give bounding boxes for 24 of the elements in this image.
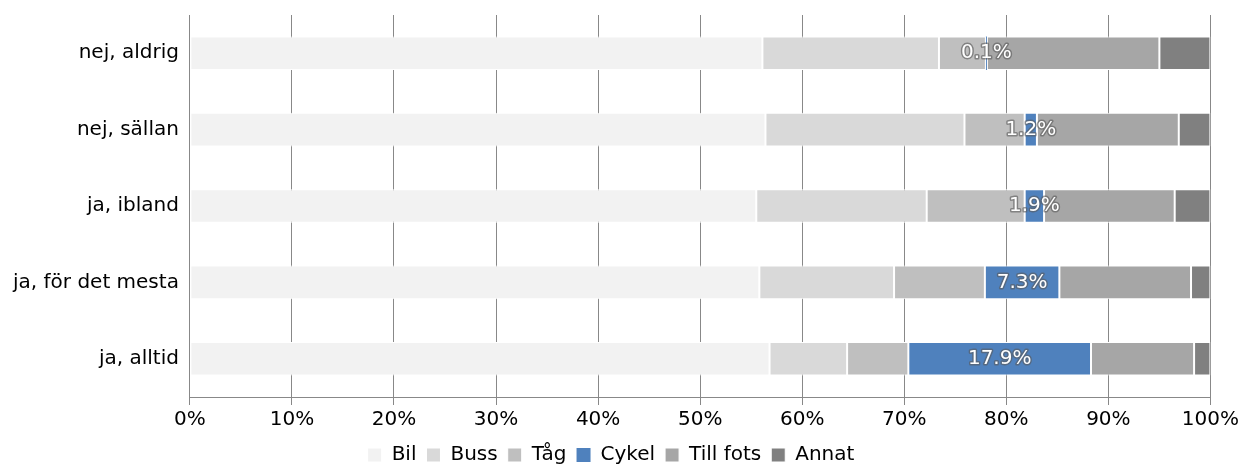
y-tick-label: nej, sällan bbox=[76, 115, 179, 140]
y-tick-label: ja, för det mesta bbox=[12, 268, 179, 293]
x-tick-label: 60% bbox=[779, 406, 825, 431]
x-tick-label: 70% bbox=[882, 406, 927, 431]
x-tick-label: 100% bbox=[1181, 406, 1239, 431]
legend-label: Cykel bbox=[600, 441, 656, 466]
x-tick-label: 50% bbox=[677, 406, 723, 431]
x-tick-label: 80% bbox=[984, 406, 1029, 431]
legend-label: Buss bbox=[450, 441, 498, 466]
legend-label: Till fots bbox=[688, 441, 762, 466]
y-tick-label: ja, alltid bbox=[97, 345, 179, 369]
data-label: 17.9% bbox=[967, 345, 1032, 369]
legend-label: Annat bbox=[795, 441, 855, 466]
x-tick-label: 30% bbox=[473, 406, 519, 431]
x-tick-label: 10% bbox=[269, 406, 315, 431]
y-tick-label: ja, ibland bbox=[85, 192, 179, 217]
x-tick-label: 90% bbox=[1086, 406, 1131, 431]
y-tick-label: nej, aldrig bbox=[78, 39, 179, 64]
legend-label: Tåg bbox=[530, 441, 567, 466]
data-label: 7.3% bbox=[996, 268, 1048, 293]
x-tick-label: 40% bbox=[575, 406, 621, 431]
x-tick-label: 20% bbox=[371, 406, 417, 431]
legend-label: Bil bbox=[391, 441, 417, 466]
x-tick-label: 0% bbox=[174, 406, 206, 431]
